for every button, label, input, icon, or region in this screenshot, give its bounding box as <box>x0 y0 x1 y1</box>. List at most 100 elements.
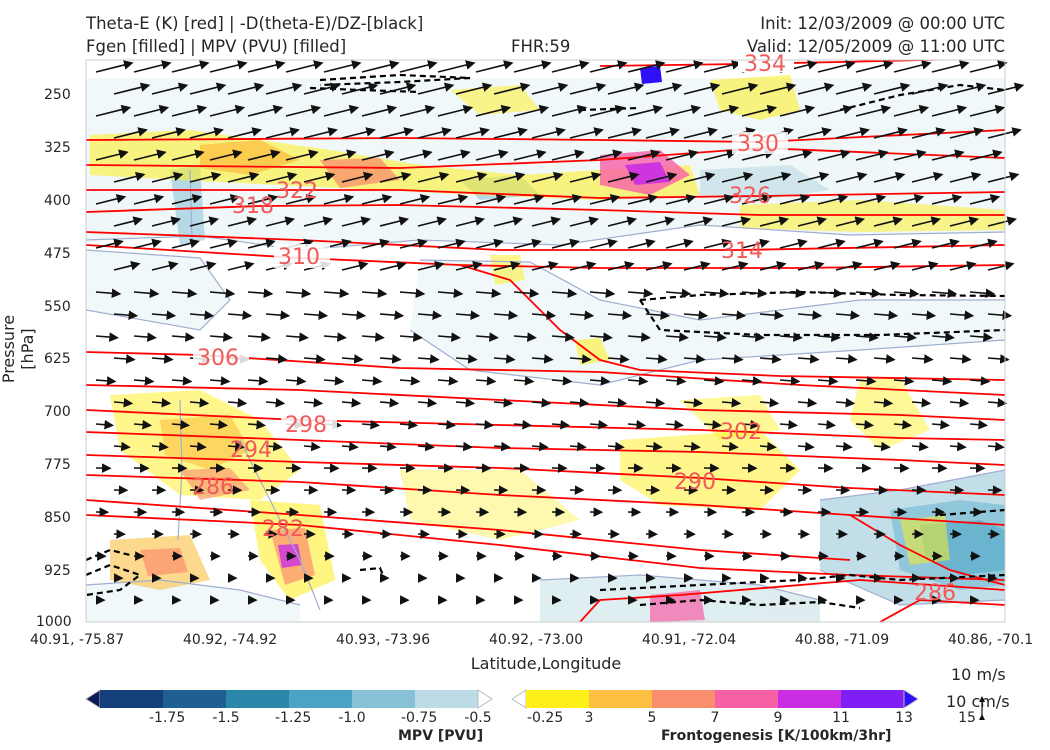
wind-vector <box>551 332 575 342</box>
wind-vector <box>873 354 896 364</box>
wind-vector <box>759 354 782 364</box>
wind-vector <box>399 194 431 205</box>
wind-vector <box>855 419 875 430</box>
fgen-colorbar-label: Frontogenesis [K/100km/3hr] <box>661 728 892 744</box>
wind-vector <box>437 104 474 117</box>
wind-vector <box>265 397 286 408</box>
wind-vector <box>341 354 364 364</box>
wind-vector <box>665 238 694 249</box>
wind-vector <box>171 104 208 117</box>
wind-vector <box>133 332 157 342</box>
wind-vector <box>399 238 428 249</box>
wind-vector <box>949 82 987 95</box>
wind-vector <box>607 441 625 452</box>
wind-vector <box>341 261 369 271</box>
wind-vector <box>741 288 768 299</box>
wind-vector <box>151 354 174 364</box>
wind-vector <box>569 127 604 139</box>
wind-vector <box>475 332 499 342</box>
wind-vector <box>247 288 274 299</box>
wind-vector <box>835 261 863 271</box>
wind-vector <box>911 310 937 320</box>
wind-vector <box>607 216 637 227</box>
wind-vector <box>569 261 597 271</box>
wind-vector <box>779 288 806 299</box>
wind-vector <box>873 127 908 139</box>
wind-vector <box>113 171 146 183</box>
wind-vector <box>189 261 217 271</box>
wind-vector <box>721 82 759 95</box>
title-left-1: Theta-E (K) [red] | -D(theta-E)/DZ-[blac… <box>86 14 424 33</box>
wind-vector <box>227 310 253 320</box>
wind-vector <box>113 397 134 408</box>
wind-vector <box>665 288 692 299</box>
wind-vector <box>151 261 179 271</box>
wind-vector <box>171 238 200 249</box>
wind-vector <box>893 60 932 73</box>
wind-vector <box>475 104 512 117</box>
wind-vector <box>589 149 623 161</box>
wind-vector <box>513 288 540 299</box>
wind-vector <box>133 419 153 430</box>
wind-vector <box>265 216 295 227</box>
wind-vector <box>817 288 844 299</box>
wind-vector <box>969 419 989 430</box>
wind-vector <box>113 261 141 271</box>
wind-vector <box>399 376 421 386</box>
wind-vector <box>607 82 645 95</box>
wind-vector <box>817 419 837 430</box>
wind-vector <box>437 332 461 342</box>
wind-vector <box>703 194 735 205</box>
wind-vector <box>151 82 189 95</box>
wind-vector <box>835 127 870 139</box>
init-label: Init: 12/03/2009 @ 00:00 UTC <box>760 14 1005 33</box>
theta-e-labels: 334 330 326 322 318 314 310 306 302 298 … <box>192 52 956 606</box>
wind-vector <box>247 238 276 249</box>
wind-vector <box>531 171 564 183</box>
wind-vector <box>779 104 816 117</box>
wind-vector <box>645 171 678 183</box>
wind-vector <box>551 238 580 249</box>
wind-vector <box>931 419 951 430</box>
fhr-label: FHR:59 <box>511 37 571 56</box>
wind-vector <box>835 216 865 227</box>
wind-vector <box>797 127 832 139</box>
wind-vector <box>285 104 322 117</box>
wind-vector <box>151 441 169 452</box>
mpv-colorbar-tick: -0.75 <box>401 710 438 726</box>
wind-vector <box>759 397 780 408</box>
x-tick: 40.86, -70.1 <box>948 632 1034 648</box>
wind-vector <box>949 310 975 320</box>
wind-vector <box>455 441 473 452</box>
wind-vector <box>911 216 941 227</box>
wind-vector <box>569 441 587 452</box>
wind-vector <box>569 216 599 227</box>
wind-vector <box>455 261 483 271</box>
wind-vector <box>399 60 438 73</box>
wind-vector <box>285 60 324 73</box>
wind-vector <box>531 310 557 320</box>
wind-vector <box>569 310 595 320</box>
wind-vector <box>379 354 402 364</box>
wind-vector <box>969 149 1003 161</box>
wind-vector <box>493 397 514 408</box>
wind-vector <box>835 397 856 408</box>
wind-vector <box>189 216 219 227</box>
fgen-colorbar-tick: 7 <box>710 710 720 726</box>
wind-key-vertical: 10 cm/s <box>946 692 1010 711</box>
wind-vector <box>95 332 119 342</box>
wind-vector <box>721 261 749 271</box>
wind-vector <box>493 82 531 95</box>
fgen-colorbar-tick: 13 <box>895 710 913 726</box>
wind-vector <box>113 216 143 227</box>
wind-vector <box>627 332 651 342</box>
wind-vector <box>987 171 1020 183</box>
wind-key-horizontal: 10 m/s <box>951 665 1006 684</box>
wind-vector <box>399 288 426 299</box>
wind-vector <box>417 441 435 452</box>
wind-vector <box>759 261 787 271</box>
wind-vector <box>475 419 495 430</box>
wind-vector <box>703 332 727 342</box>
wind-vector <box>607 261 635 271</box>
